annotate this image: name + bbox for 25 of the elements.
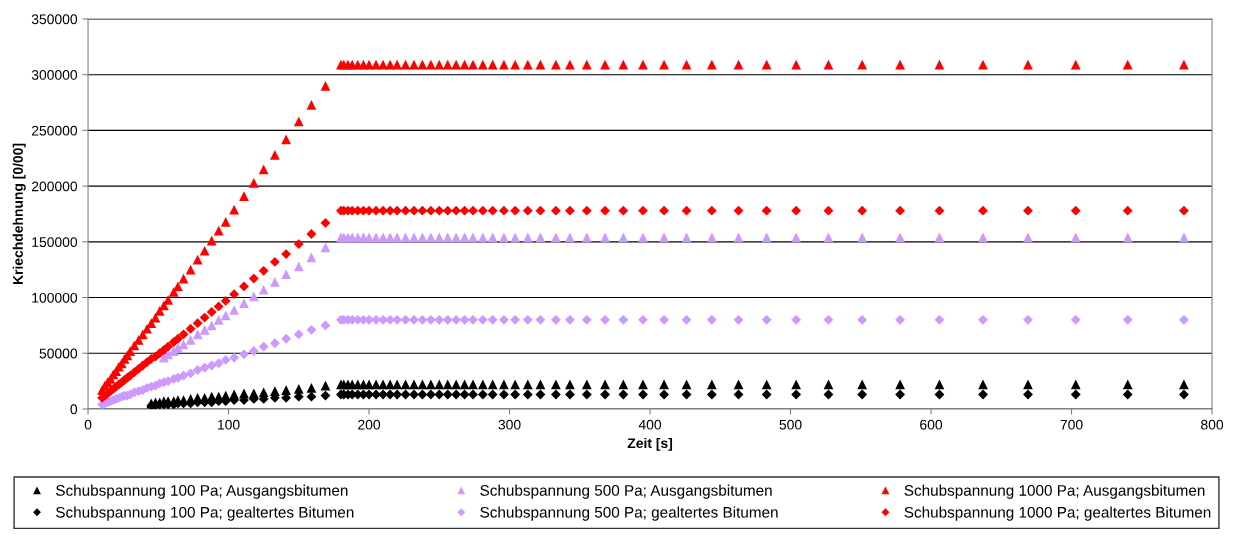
x-tick-label: 700 (1060, 419, 1083, 430)
x-tick-label: 400 (638, 419, 662, 430)
x-axis-title: Zeit [s] (627, 437, 673, 451)
x-tick-label: 0 (84, 419, 92, 430)
x-tick-label: 100 (218, 419, 240, 430)
y-tick-label: 200000 (31, 181, 78, 192)
y-tick-label: 100000 (32, 292, 78, 303)
y-tick-label: 150000 (32, 237, 78, 247)
y-tick-label: 250000 (31, 125, 78, 136)
legend-label: Schubspannung 100 Pa; gealtertes Bitumen (56, 506, 354, 521)
legend-label: Schubspannung 100 Pa; Ausgangsbitumen (56, 484, 348, 499)
y-tick-label: 350000 (31, 14, 78, 25)
x-tick-label: 300 (498, 419, 521, 430)
legend-label: Schubspannung 500 Pa; gealtertes Bitumen (480, 506, 778, 521)
x-tick-label: 500 (779, 419, 802, 430)
legend-label: Schubspannung 1000 Pa; gealtertes Bitumen (904, 506, 1211, 521)
legend-label: Schubspannung 500 Pa; Ausgangsbitumen (480, 484, 772, 499)
y-axis-title: Kriechdehnung [0/00] (12, 143, 26, 285)
x-tick-label: 200 (358, 419, 381, 430)
y-tick-label: 50000 (39, 348, 78, 359)
x-tick-label: 600 (920, 419, 943, 430)
legend-label: Schubspannung 1000 Pa; Ausgangsbitumen (904, 484, 1205, 499)
y-tick-label: 300000 (31, 70, 78, 80)
x-tick-label: 800 (1201, 419, 1224, 430)
y-tick-label: 0 (70, 404, 78, 415)
